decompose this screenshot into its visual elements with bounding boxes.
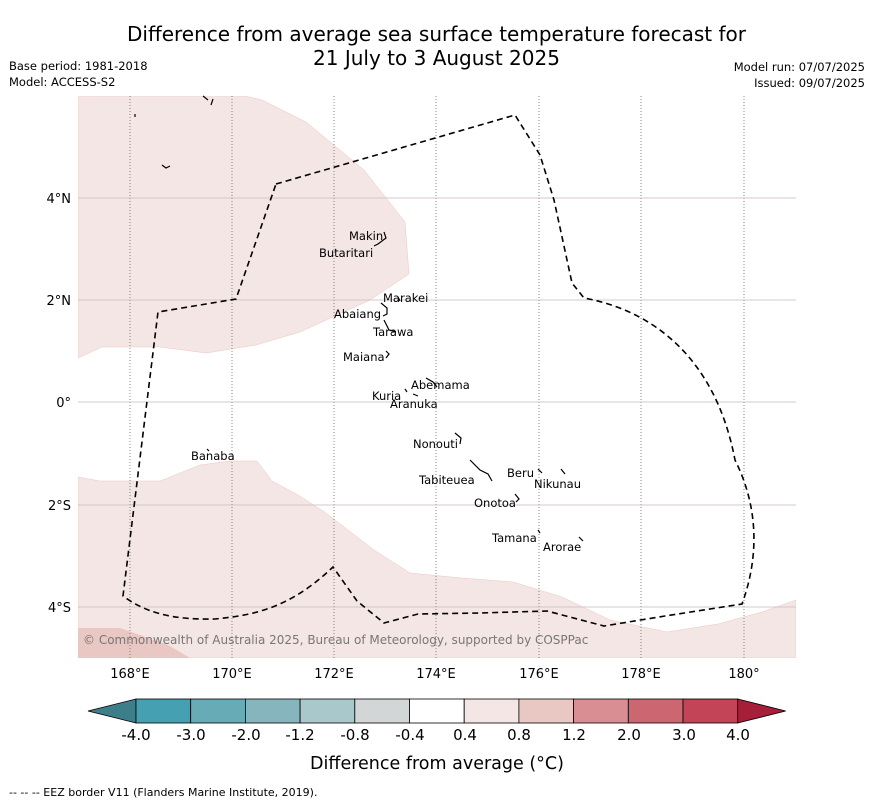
island-coast [469, 459, 493, 482]
island-coast [537, 529, 541, 534]
colorbar-tick-label: -2.0 [231, 726, 260, 744]
colorbar-swatch [573, 698, 629, 724]
label-butaritari: Butaritari [319, 246, 373, 260]
gridlines [78, 96, 796, 658]
island-coast [202, 95, 214, 106]
island-coast [514, 493, 520, 503]
colorbar-tick-label: 2.0 [617, 726, 641, 744]
y-tick-label: 4°S [48, 601, 71, 616]
eez-footer-note: -- -- -- EEZ border V11 (Flanders Marine… [9, 786, 318, 799]
colorbar-under-arrow [87, 698, 137, 724]
colorbar-tick-label: 0.8 [507, 726, 531, 744]
y-tick-label: 4°N [47, 192, 72, 207]
label-tamana: Tamana [491, 531, 537, 545]
colorbar-tick-label: -3.0 [176, 726, 205, 744]
island-labels: Makin Butaritari Marakei Abaiang Tarawa … [191, 229, 581, 554]
island-coast [380, 302, 388, 317]
island-coast [560, 468, 566, 475]
warm-anomaly-patch-southwest [78, 628, 190, 658]
island-coast [404, 388, 408, 393]
x-tick-label: 172°E [314, 667, 354, 682]
colorbar-swatch [682, 698, 739, 724]
label-kuria: Kuria [372, 389, 401, 403]
anomaly-field [78, 96, 796, 658]
title-line-2: 21 July to 3 August 2025 [313, 46, 560, 70]
y-axis-labels: 4°N 2°N 0° 2°S 4°S [47, 192, 72, 616]
colorbar-tick-label: 4.0 [726, 726, 750, 744]
colorbar-title: Difference from average (°C) [310, 754, 564, 774]
y-tick-label: 2°N [47, 294, 72, 309]
base-period: Base period: 1981-2018 [9, 59, 148, 73]
colorbar-tick-label: -0.8 [340, 726, 369, 744]
colorbar-swatch [354, 698, 410, 724]
x-tick-label: 170°E [212, 667, 252, 682]
warm-anomaly-region-south [78, 460, 796, 658]
label-tarawa: Tarawa [372, 325, 413, 339]
x-tick-label: 178°E [621, 667, 661, 682]
label-abaiang: Abaiang [334, 307, 381, 321]
label-makin: Makin [349, 229, 383, 243]
island-coast [161, 164, 171, 169]
island-coast [537, 468, 543, 474]
colorbar-tick-label: 0.4 [453, 726, 477, 744]
colorbar-swatch [244, 698, 301, 724]
colorbar-swatch [409, 698, 465, 724]
x-axis-labels: 168°E 170°E 172°E 174°E 176°E 178°E 180° [110, 667, 759, 682]
colorbar-title-unit: °C) [536, 754, 564, 774]
island-coast [206, 448, 210, 452]
model-name: Model: ACCESS-S2 [9, 75, 116, 89]
colorbar-tick-label: 3.0 [672, 726, 696, 744]
y-tick-label: 0° [56, 396, 71, 411]
meta-right: Model run: 07/07/2025 Issued: 09/07/2025 [734, 59, 865, 91]
label-onotoa: Onotoa [474, 496, 516, 510]
copyright-notice: © Commonwealth of Australia 2025, Bureau… [83, 633, 588, 647]
island-outlines [134, 95, 584, 542]
meta-left: Base period: 1981-2018 Model: ACCESS-S2 [9, 58, 148, 90]
colorbar-tick-label: -0.4 [395, 726, 424, 744]
issued-date: Issued: 09/07/2025 [754, 76, 865, 90]
island-coast [454, 432, 462, 445]
x-tick-label: 168°E [110, 667, 150, 682]
colorbar-swatch [135, 698, 192, 724]
island-coast [385, 350, 390, 359]
island-coast [425, 377, 438, 388]
x-tick-label: 174°E [416, 667, 456, 682]
island-coast [383, 319, 397, 333]
x-tick-label: 180° [728, 667, 759, 682]
eez-border [122, 114, 755, 627]
island-coast [373, 231, 387, 247]
island-coast [578, 536, 584, 542]
colorbar-labels: -4.0 -3.0 -2.0 -1.2 -0.8 -0.4 0.4 0.8 1.… [121, 726, 750, 744]
label-maiana: Maiana [343, 350, 385, 364]
label-aranuka: Aranuka [390, 397, 438, 411]
island-coast [412, 393, 419, 397]
colorbar-swatch [299, 698, 356, 724]
colorbar-swatch [463, 698, 520, 724]
label-nikunau: Nikunau [534, 477, 581, 491]
label-nonouti: Nonouti [413, 437, 458, 451]
colorbar-swatch [190, 698, 246, 724]
colorbar-swatch [627, 698, 684, 724]
y-tick-label: 2°S [48, 499, 71, 514]
colorbar-title-text: Difference from average ( [310, 754, 536, 774]
colorbar-tick-label: 1.2 [562, 726, 586, 744]
label-tabiteuea: Tabiteuea [418, 473, 475, 487]
colorbar-tick-label: -1.2 [285, 726, 314, 744]
label-banaba: Banaba [191, 449, 235, 463]
colorbar-tick-label: -4.0 [121, 726, 150, 744]
title-line-1: Difference from average sea surface temp… [126, 22, 746, 46]
island-coast [397, 296, 401, 302]
colorbar [87, 698, 786, 724]
model-run: Model run: 07/07/2025 [733, 60, 865, 74]
label-beru: Beru [507, 466, 534, 480]
label-abemama: Abemama [411, 378, 470, 392]
map-title: Difference from average sea surface temp… [0, 22, 873, 70]
x-tick-label: 176°E [519, 667, 559, 682]
colorbar-over-arrow [737, 698, 786, 724]
label-arorae: Arorae [543, 540, 581, 554]
label-marakei: Marakei [383, 291, 428, 305]
colorbar-swatch [518, 698, 575, 724]
